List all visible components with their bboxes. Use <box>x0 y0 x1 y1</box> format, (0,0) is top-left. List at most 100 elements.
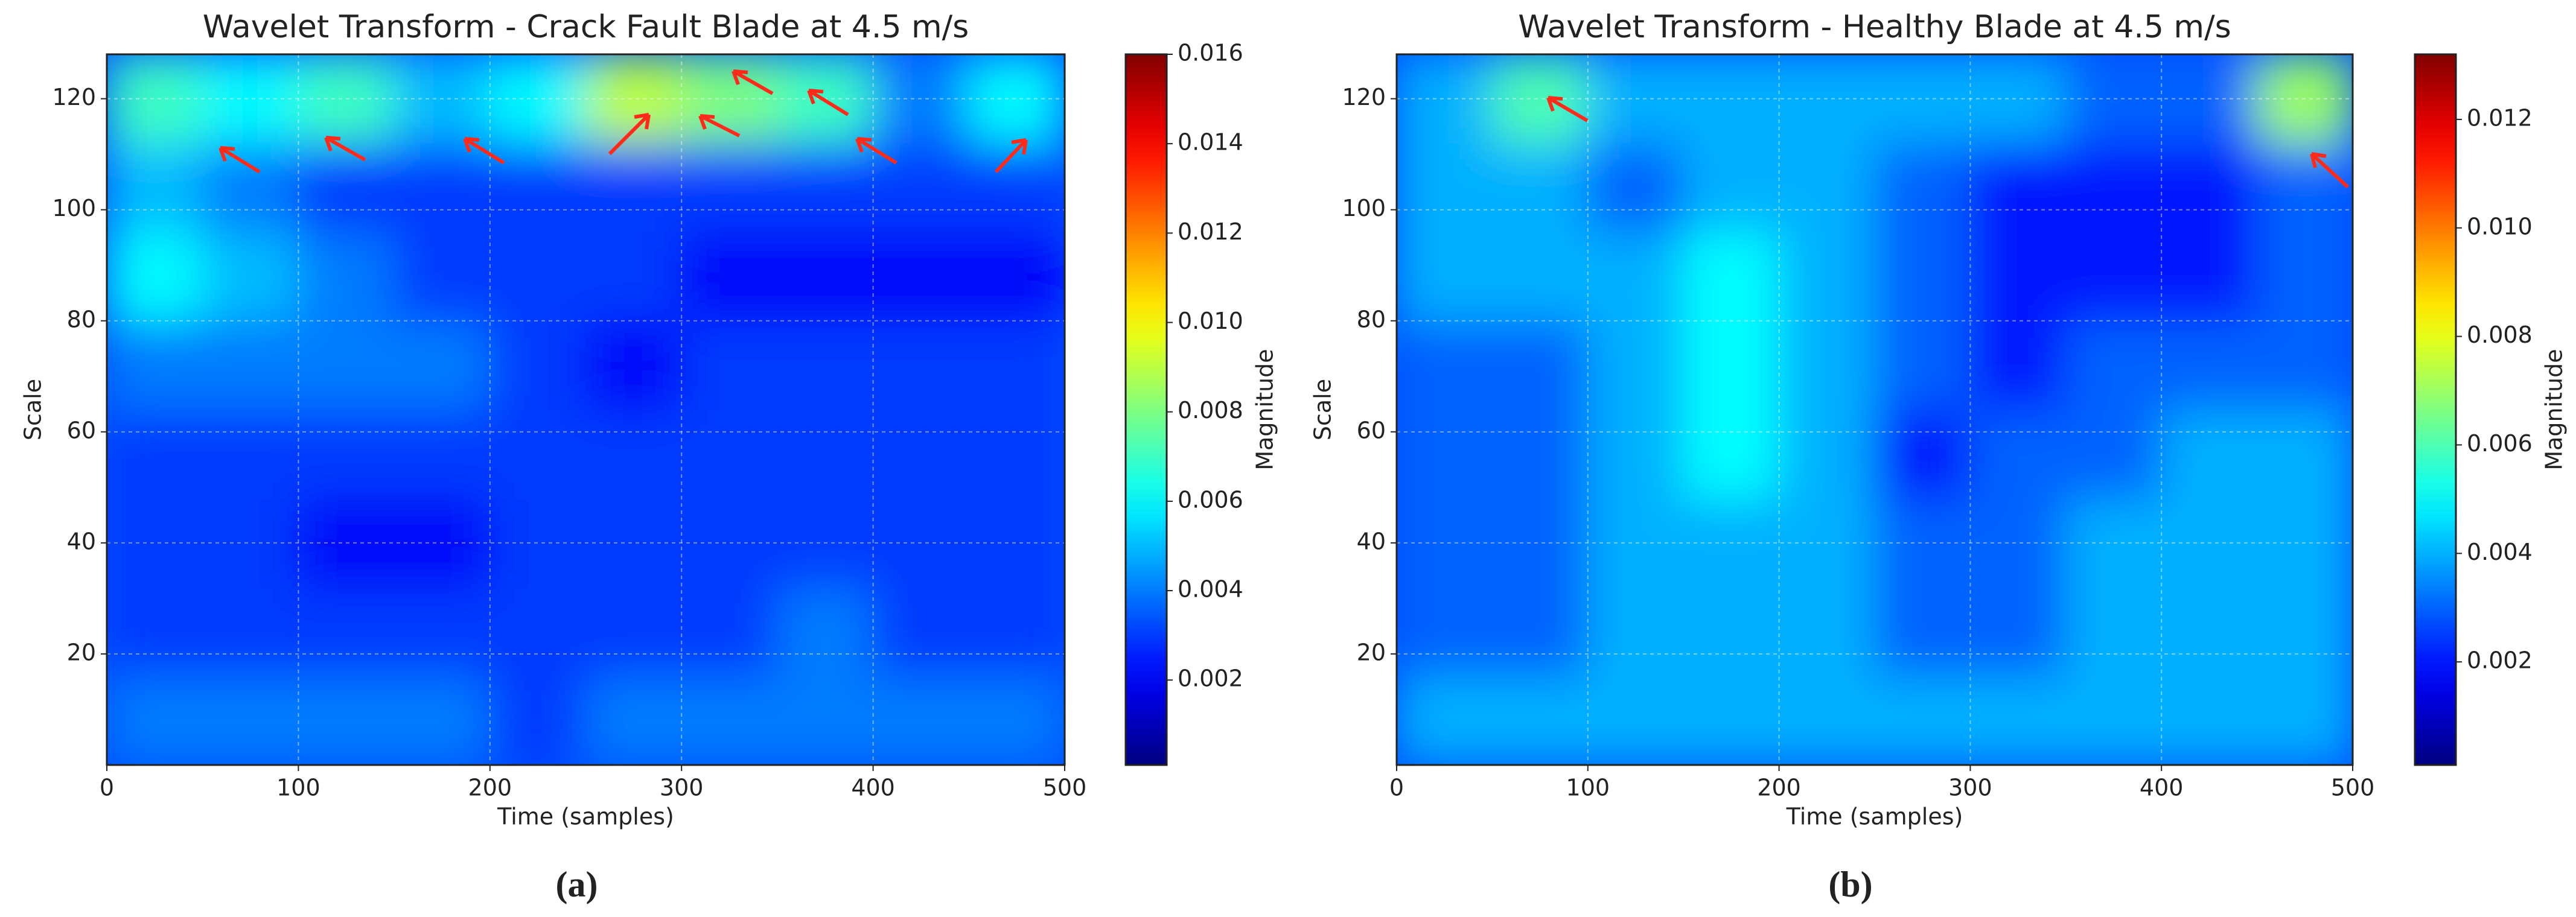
heatmap-cell <box>2256 320 2353 410</box>
heatmap-cell <box>1397 498 1493 588</box>
heatmap-cell <box>2161 231 2258 322</box>
chart: 0 100 200 300 400 500 20 40 60 80 100 120 Wavelet Tr… <box>20 9 1278 904</box>
heatmap-cell <box>968 142 1065 233</box>
heatmap-area <box>107 54 1065 765</box>
heatmap-cell <box>1969 54 2067 144</box>
heatmap-cell <box>585 409 683 500</box>
heatmap-cell <box>1587 498 1685 588</box>
heatmap-cell <box>1397 54 1493 144</box>
x-tick-label: 500 <box>2331 775 2375 801</box>
heatmap-cell <box>776 142 874 233</box>
heatmap-area <box>1397 54 2353 765</box>
heatmap-cell <box>107 498 203 588</box>
x-tick-label: 0 <box>1389 775 1404 801</box>
heatmap-cell <box>968 498 1065 588</box>
heatmap-cell <box>1587 409 1685 500</box>
heatmap-cell <box>681 142 778 233</box>
heatmap-cell <box>776 675 874 765</box>
x-tick-label: 100 <box>276 775 320 801</box>
heatmap-cell <box>107 54 203 144</box>
heatmap-cell <box>585 675 683 765</box>
heatmap-cell <box>1778 231 1875 322</box>
heatmap-cell <box>394 586 491 677</box>
heatmap-cells <box>107 54 1065 765</box>
heatmap-cell <box>1683 54 1780 144</box>
heatmap-cell <box>394 498 491 588</box>
heatmap-cell <box>1587 320 1685 410</box>
heatmap-cell <box>394 409 491 500</box>
heatmap-cell <box>489 498 587 588</box>
heatmap-cell <box>872 498 970 588</box>
caption: (b) <box>1828 865 1872 904</box>
heatmap-cell <box>394 675 491 765</box>
heatmap-cell <box>1874 498 1971 588</box>
heatmap-cell <box>2065 142 2163 233</box>
heatmap-cell <box>2065 675 2163 765</box>
arrow <box>698 114 741 138</box>
heatmap-cell <box>2256 498 2353 588</box>
y-tick-label: 100 <box>52 195 96 221</box>
heatmap-cell <box>968 675 1065 765</box>
heatmap-cell <box>202 409 299 500</box>
heatmap-cell <box>1491 231 1589 322</box>
x-tick-label: 400 <box>2140 775 2184 801</box>
colorbar-tick-label: 0.012 <box>1178 218 1243 245</box>
heatmap-cell <box>1778 586 1875 677</box>
arrow <box>608 113 651 156</box>
heatmap-cell <box>1587 231 1685 322</box>
heatmap-cell <box>1397 675 1493 765</box>
heatmap-cell <box>1778 498 1875 588</box>
heatmap-cell <box>585 320 683 410</box>
colorbar-tick-label: 0.008 <box>1178 397 1243 424</box>
heatmap-cell <box>776 231 874 322</box>
heatmap-cell <box>2065 498 2163 588</box>
heatmap-cell <box>1397 586 1493 677</box>
heatmap-cell <box>681 675 778 765</box>
heatmap-cell <box>107 675 203 765</box>
heatmap-cell <box>681 409 778 500</box>
heatmap-cell <box>107 142 203 233</box>
heatmap-cell <box>1397 320 1493 410</box>
heatmap-cell <box>1491 320 1589 410</box>
heatmap-cell <box>394 142 491 233</box>
heatmap-cell <box>1969 320 2067 410</box>
heatmap-cell <box>489 675 587 765</box>
heatmap-cell <box>1683 498 1780 588</box>
heatmap-cell <box>298 498 395 588</box>
colorbar <box>2414 53 2457 766</box>
chart: 0 100 200 300 400 500 20 40 60 80 100 120 Wavelet Tr… <box>1310 9 2568 904</box>
heatmap-cell <box>1491 142 1589 233</box>
heatmap-cell <box>1969 142 2067 233</box>
heatmap-cell <box>1491 54 1589 144</box>
x-tick-label: 200 <box>468 775 512 801</box>
heatmap-cell <box>107 409 203 500</box>
heatmap-cell <box>2256 231 2353 322</box>
arrow <box>855 137 897 165</box>
heatmap-cell <box>1874 675 1971 765</box>
heatmap-cell <box>489 231 587 322</box>
heatmap-cell <box>2161 675 2258 765</box>
heatmap-cell <box>1969 231 2067 322</box>
heatmap-cell <box>1874 142 1971 233</box>
colorbar-tick-label: 0.014 <box>1178 129 1243 156</box>
colorbar-tick-label: 0.010 <box>2467 213 2533 240</box>
heatmap-cell <box>1397 231 1493 322</box>
heatmap-cell <box>107 320 203 410</box>
y-tick-label: 40 <box>1357 528 1386 554</box>
heatmap-cell <box>585 231 683 322</box>
heatmap-cell <box>202 498 299 588</box>
x-tick-label: 100 <box>1566 775 1610 801</box>
heatmap-cell <box>1491 409 1589 500</box>
heatmap-cell <box>2161 54 2258 144</box>
arrow <box>807 89 849 116</box>
heatmap-cell <box>489 586 587 677</box>
heatmap-cell <box>1778 320 1875 410</box>
heatmap-cell <box>394 54 491 144</box>
heatmap-cell <box>1778 409 1875 500</box>
heatmap-cell <box>1778 142 1875 233</box>
heatmap-cell <box>202 586 299 677</box>
colorbar-tick-label: 0.016 <box>1178 40 1243 66</box>
y-tick-label: 40 <box>67 528 96 554</box>
heatmap-cell <box>1397 142 1493 233</box>
